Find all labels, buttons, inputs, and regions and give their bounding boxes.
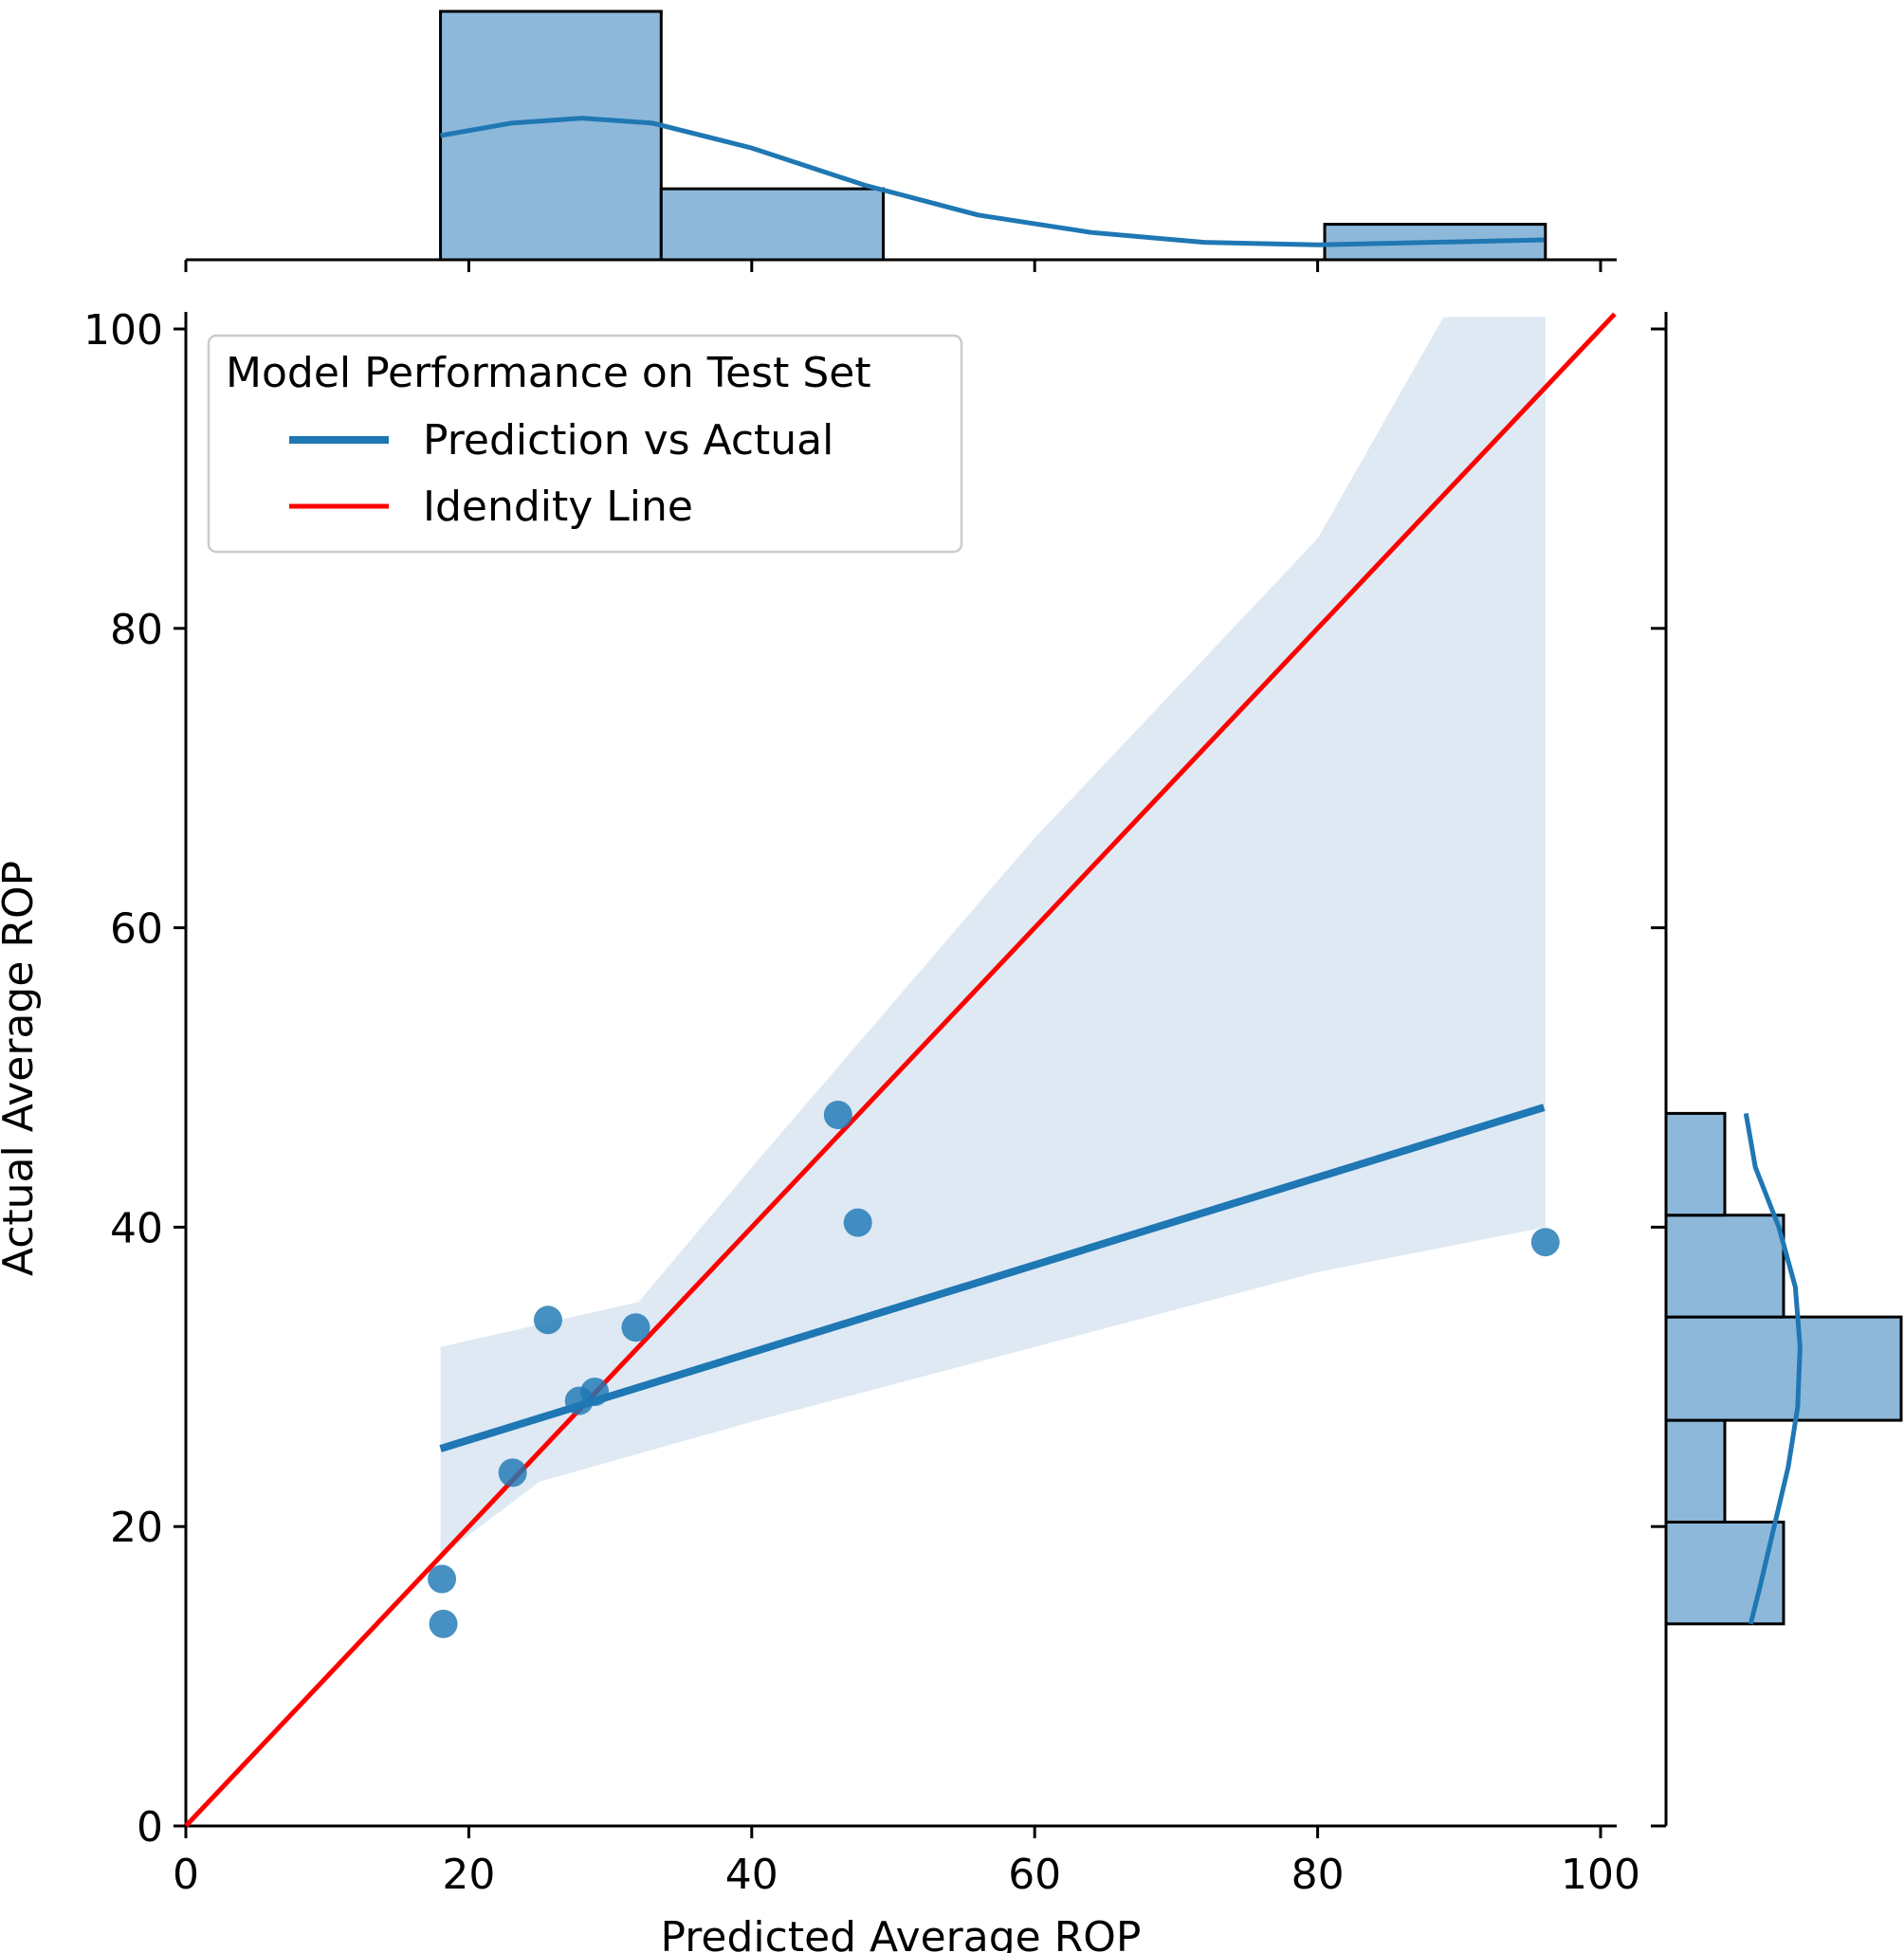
- right-hist-bar-3: [1664, 1214, 1785, 1319]
- scatter-point-8: [843, 1208, 872, 1237]
- x-tick-label-20: 20: [442, 1851, 495, 1899]
- x-tick-label-100: 100: [1561, 1851, 1640, 1899]
- y-tick-label-80: 80: [110, 606, 163, 654]
- legend: Model Performance on Test Set Prediction…: [207, 334, 963, 554]
- x-axis-label: Predicted Average ROP: [661, 1913, 1142, 1953]
- legend-box: [207, 334, 963, 554]
- y-tick-label-100: 100: [83, 306, 163, 355]
- scatter-point-0: [428, 1564, 457, 1594]
- right-hist-bar-1: [1664, 1418, 1727, 1524]
- right-hist-bar-2: [1664, 1315, 1903, 1422]
- scatter-point-2: [498, 1458, 527, 1488]
- scatter-point-7: [823, 1100, 852, 1129]
- identity-line: [184, 312, 1617, 1828]
- regression-line: [439, 1104, 1546, 1452]
- legend-label-prediction: Prediction vs Actual: [423, 416, 833, 465]
- right-hist-bar-0: [1664, 1520, 1785, 1626]
- scatter-point-1: [429, 1609, 458, 1638]
- confidence-band: [440, 317, 1546, 1557]
- top-hist-bar-1: [659, 187, 886, 262]
- top-kde-curve: [440, 116, 1545, 247]
- legend-label-identity: Idendity Line: [423, 483, 693, 531]
- x-tick-label-40: 40: [725, 1851, 778, 1899]
- y-tick-label-40: 40: [110, 1204, 163, 1252]
- x-tick-label-80: 80: [1291, 1851, 1345, 1899]
- top-hist-bar-0: [439, 9, 663, 262]
- scatter-point-9: [1530, 1228, 1560, 1257]
- scatter-point-6: [621, 1313, 650, 1342]
- scatter-point-3: [533, 1305, 562, 1335]
- y-tick-label-0: 0: [137, 1803, 163, 1852]
- y-tick-label-20: 20: [110, 1504, 163, 1552]
- legend-title: Model Performance on Test Set: [226, 349, 871, 397]
- right-hist-bar-4: [1664, 1111, 1727, 1217]
- y-tick-label-60: 60: [110, 905, 163, 954]
- x-tick-label-60: 60: [1008, 1851, 1061, 1899]
- y-axis-label: Actual Average ROP: [0, 861, 43, 1276]
- x-tick-label-0: 0: [173, 1851, 199, 1899]
- right-kde-curve: [1743, 1112, 1803, 1625]
